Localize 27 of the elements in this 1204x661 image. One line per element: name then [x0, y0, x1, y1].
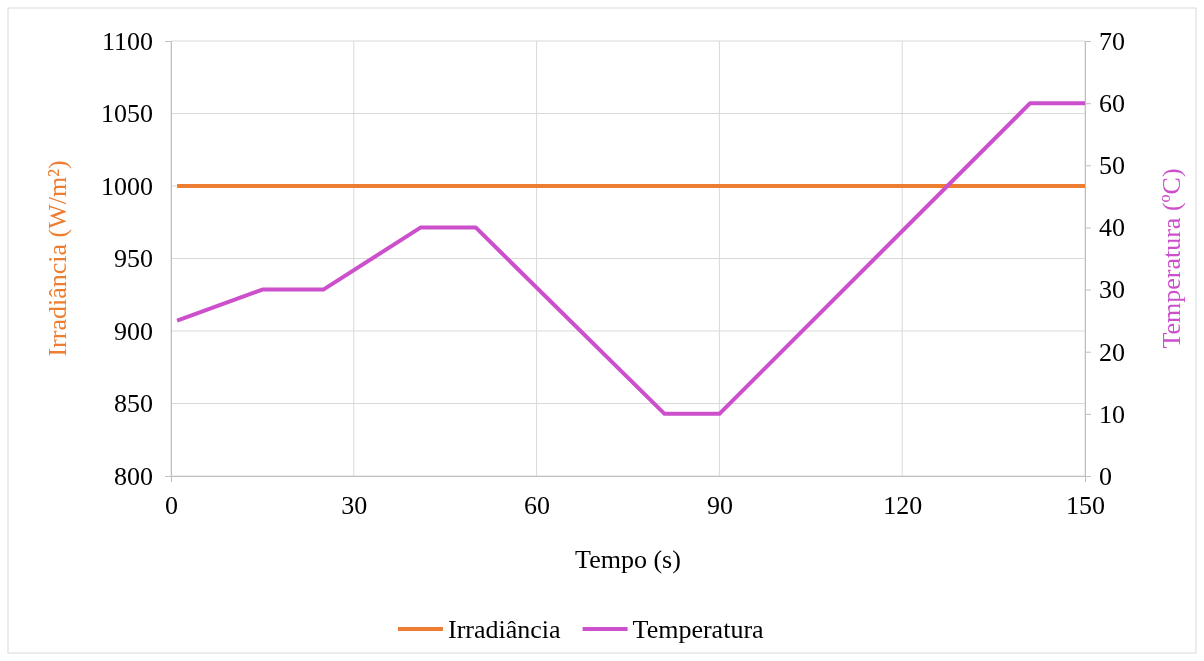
y2-tick-label: 20	[1099, 337, 1125, 367]
line-series	[175, 101, 1087, 416]
x-tick-label: 60	[524, 491, 551, 521]
legend-label: Temperatura	[632, 615, 765, 644]
y-axis-title: Irradiância (W/m²)	[43, 160, 72, 357]
y-tick-label: 1050	[101, 99, 153, 129]
y-tick-label: 1000	[101, 171, 153, 201]
y2-tick-label: 40	[1099, 213, 1125, 243]
y2-tick-label: 50	[1099, 151, 1125, 181]
y2-tick-label: 10	[1099, 399, 1125, 429]
y-tick-label: 800	[114, 461, 153, 491]
x-tick-label: 0	[165, 491, 178, 521]
y2-axis-title: Temperatura (ºC)	[1157, 168, 1186, 349]
legend-label: Irradiância	[448, 615, 562, 644]
y2-tick-label: 0	[1099, 461, 1112, 491]
y2-tick-label: 70	[1099, 26, 1125, 56]
x-tick-label: 120	[883, 491, 923, 521]
y2-tick-label: 60	[1099, 88, 1125, 118]
y-tick-label: 950	[114, 244, 153, 274]
y-tick-label: 1100	[101, 26, 153, 56]
x-tick-label: 150	[1066, 491, 1105, 521]
y2-tick-label: 30	[1099, 275, 1125, 305]
y-tick-label: 900	[114, 316, 153, 346]
x-axis-title: Tempo (s)	[575, 545, 681, 574]
x-tick-label: 90	[706, 491, 733, 521]
x-tick-label: 30	[341, 491, 368, 521]
y-tick-label: 850	[114, 389, 153, 419]
